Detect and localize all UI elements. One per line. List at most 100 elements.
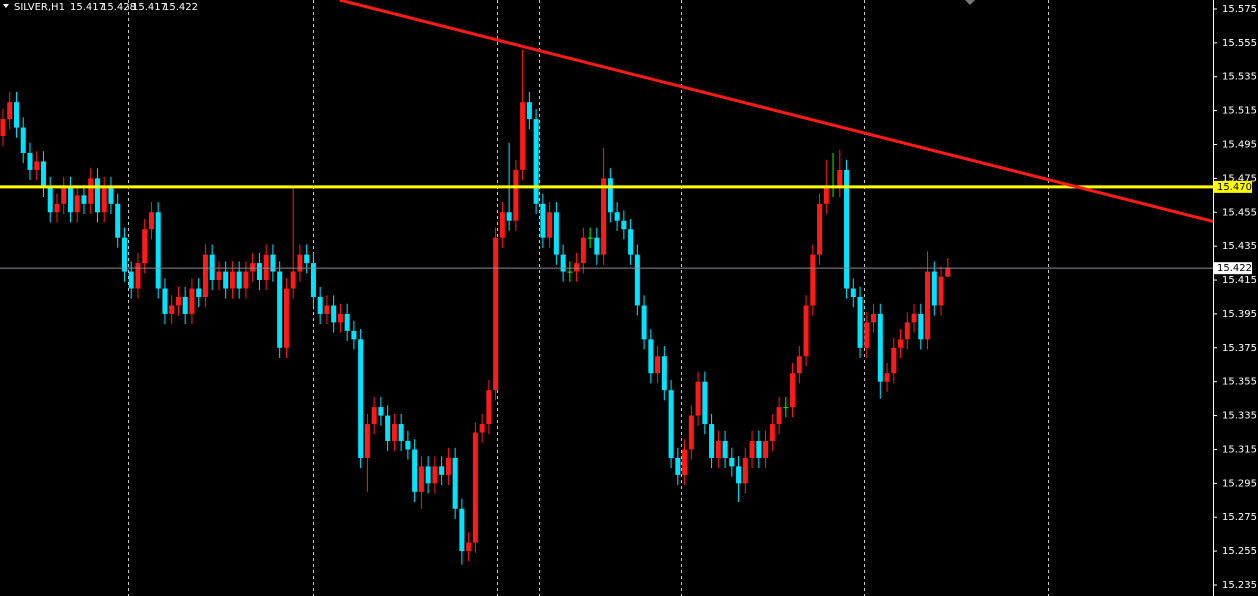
candle-body <box>607 178 613 213</box>
candle-body <box>7 102 13 120</box>
candle-body <box>236 271 242 289</box>
y-tick-label: 15.455 <box>1222 207 1257 218</box>
candle-body <box>898 339 904 348</box>
candle-body <box>182 296 188 314</box>
candle-body <box>864 322 870 348</box>
candle-body <box>216 271 222 281</box>
candle-body <box>398 424 404 441</box>
candle-body <box>88 178 94 204</box>
candle-body <box>472 432 478 543</box>
candle-body <box>560 254 566 272</box>
candle-body <box>162 288 168 314</box>
candle-body <box>108 186 114 204</box>
candle-body <box>587 237 593 239</box>
candle-body <box>250 263 256 272</box>
candle-body <box>40 161 46 187</box>
candle-body <box>175 296 181 306</box>
candle-body <box>405 440 411 450</box>
candle-body <box>756 440 762 458</box>
candle-body <box>621 220 627 230</box>
candle-body <box>270 254 276 272</box>
candle-body <box>763 440 769 458</box>
candle-body <box>155 212 161 289</box>
y-tick-label: 15.375 <box>1222 343 1257 354</box>
candle-body <box>722 440 728 458</box>
y-tick-label: 15.535 <box>1222 72 1257 83</box>
candle-body <box>769 424 775 441</box>
candle-body <box>304 254 310 264</box>
y-tick-label: 15.335 <box>1222 411 1257 422</box>
y-tick-label: 15.435 <box>1222 241 1257 252</box>
candle-body <box>817 203 823 255</box>
candle-body <box>688 415 694 450</box>
y-tick-label: 15.415 <box>1222 275 1257 286</box>
candle-body <box>850 288 856 297</box>
candle-body <box>904 322 910 340</box>
candle-body <box>520 102 526 170</box>
candle-body <box>918 313 924 340</box>
candle-body <box>682 449 688 475</box>
candle-body <box>533 119 539 204</box>
candle-body <box>540 203 546 238</box>
candle-body <box>547 212 553 238</box>
candle-body <box>871 313 877 323</box>
header-high: 15.428 <box>101 2 136 13</box>
candle-body <box>189 288 195 314</box>
candle-body <box>945 268 951 277</box>
candle-body <box>553 212 559 255</box>
candle-body <box>925 271 931 340</box>
candle-body <box>648 339 654 374</box>
y-tick-label: 15.495 <box>1222 140 1257 151</box>
candle-body <box>891 347 897 374</box>
candle-body <box>823 186 829 204</box>
y-tick-label: 15.575 <box>1222 4 1257 15</box>
candle-body <box>54 203 60 213</box>
shift-marker <box>965 0 975 5</box>
trendline <box>339 0 1213 223</box>
candle-body <box>358 339 364 458</box>
candle-body <box>499 212 505 238</box>
candle-body <box>445 457 451 475</box>
symbol: SILVER,H1 <box>14 2 65 13</box>
candle-body <box>506 212 512 221</box>
y-tick-label: 15.255 <box>1222 546 1257 557</box>
price-label: 15.422 <box>1217 263 1252 274</box>
candle-body <box>344 313 350 331</box>
candle-body <box>27 152 33 170</box>
y-tick-label: 15.315 <box>1222 444 1257 455</box>
candle-body <box>196 288 202 297</box>
candle-body <box>223 271 229 289</box>
candle-body <box>877 313 883 382</box>
candle-body <box>412 449 418 492</box>
candle-body <box>668 390 674 458</box>
price-label-box <box>1214 262 1252 275</box>
candle-body <box>115 203 121 238</box>
candle-body <box>209 254 215 281</box>
candle-body <box>34 161 40 170</box>
candle-body <box>736 466 742 484</box>
candle-body <box>13 102 19 128</box>
candle-body <box>729 457 735 467</box>
candle-body <box>513 169 519 221</box>
y-tick-label: 15.235 <box>1222 580 1257 591</box>
y-tick-label: 15.275 <box>1222 512 1257 523</box>
candle-body <box>479 424 485 433</box>
candle-body <box>317 296 323 314</box>
candle-body <box>135 263 141 289</box>
candle-body <box>324 305 330 314</box>
day-separators <box>128 0 1049 596</box>
plot <box>0 0 1213 565</box>
candle-body <box>938 276 944 306</box>
candle-body <box>256 263 262 281</box>
y-tick-label: 15.515 <box>1222 106 1257 117</box>
menu-arrow[interactable] <box>3 4 9 8</box>
candle-body <box>634 254 640 306</box>
candle-body <box>695 381 701 416</box>
candle-body <box>911 313 917 323</box>
candle-body <box>749 440 755 458</box>
candle-body <box>310 263 316 297</box>
candle-body <box>452 457 458 509</box>
candle-body <box>283 288 289 348</box>
candle-body <box>432 466 438 484</box>
candle-body <box>614 212 620 221</box>
